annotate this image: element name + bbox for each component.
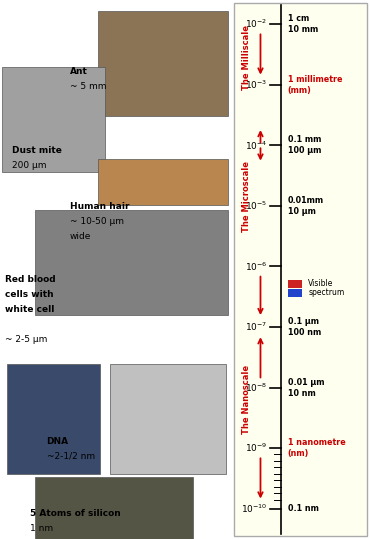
Text: (mm): (mm) [288,86,312,95]
Text: The Nanoscale: The Nanoscale [242,365,251,434]
Text: The Milliscale: The Milliscale [242,25,251,90]
Bar [7,364,100,474]
Text: 10 nm: 10 nm [288,389,316,398]
Text: 0.1 μm: 0.1 μm [288,317,319,326]
Text: ~2-1/2 nm: ~2-1/2 nm [47,452,95,461]
Text: $10^{-5}$: $10^{-5}$ [245,200,267,212]
Text: 1 cm: 1 cm [288,14,309,23]
Text: $10^{-3}$: $10^{-3}$ [245,79,267,91]
Text: $10^{-8}$: $10^{-8}$ [245,382,267,394]
Text: ~ 2-5 μm: ~ 2-5 μm [5,335,47,344]
Text: Dust mite: Dust mite [12,146,61,155]
Text: $10^{-2}$: $10^{-2}$ [245,18,267,30]
Text: $10^{-7}$: $10^{-7}$ [245,321,267,333]
Text: wide: wide [70,232,91,241]
Text: 100 μm: 100 μm [288,146,321,155]
Text: DNA: DNA [47,437,69,446]
Text: ~ 10-50 μm: ~ 10-50 μm [70,217,124,226]
Text: The Microscale: The Microscale [242,161,251,232]
Bar [98,159,228,205]
Text: Visible: Visible [309,279,334,288]
Bar [2,67,105,172]
Text: 0.1 mm: 0.1 mm [288,135,321,144]
Text: 1 nanometre: 1 nanometre [288,438,346,447]
Bar [35,210,228,315]
Text: 10 μm: 10 μm [288,207,316,216]
Bar [288,280,302,288]
Text: white cell: white cell [5,305,54,314]
Text: 0.01 μm: 0.01 μm [288,378,324,386]
Text: $10^{-6}$: $10^{-6}$ [245,260,267,273]
Bar [98,11,228,116]
Text: Red blood: Red blood [5,275,55,284]
Text: ~ 5 mm: ~ 5 mm [70,82,107,92]
Text: Ant: Ant [70,67,88,77]
Text: 1 nm: 1 nm [30,524,53,534]
Text: $10^{-9}$: $10^{-9}$ [245,442,267,454]
Text: (nm): (nm) [288,449,309,458]
Text: 0.1 nm: 0.1 nm [288,504,319,513]
Text: 0.01mm: 0.01mm [288,196,324,205]
Text: 100 nm: 100 nm [288,328,321,337]
Text: $10^{-4}$: $10^{-4}$ [245,139,267,151]
Text: spectrum: spectrum [309,288,344,298]
Text: cells with: cells with [5,290,53,299]
Text: 1 millimetre: 1 millimetre [288,75,342,84]
Bar [288,289,302,297]
Text: $10^{-10}$: $10^{-10}$ [241,502,267,515]
Text: 10 mm: 10 mm [288,25,318,34]
Text: 200 μm: 200 μm [12,161,46,170]
Text: 5 Atoms of silicon: 5 Atoms of silicon [30,509,121,519]
Bar [35,477,194,539]
Text: Human hair: Human hair [70,202,130,211]
Bar [110,364,226,474]
